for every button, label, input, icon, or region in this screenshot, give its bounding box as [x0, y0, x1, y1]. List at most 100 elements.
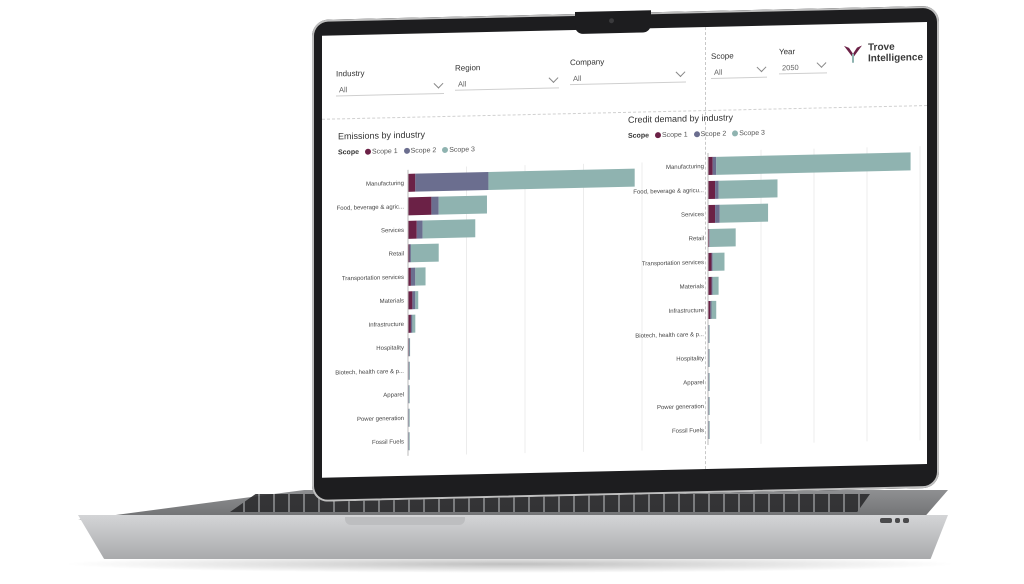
bar-scope3[interactable]: [719, 203, 769, 223]
bar-scope2[interactable]: [715, 180, 719, 199]
bar-scope2[interactable]: [410, 267, 416, 286]
bar-scope3[interactable]: [709, 372, 710, 391]
bar-scope3[interactable]: [716, 152, 911, 175]
bar-scope2[interactable]: [408, 338, 410, 357]
legend-scope1[interactable]: Scope 1: [371, 148, 398, 156]
bar-scope3[interactable]: [438, 195, 487, 215]
bar-scope3[interactable]: [711, 300, 717, 319]
bar-scope1[interactable]: [408, 291, 413, 310]
scope3-swatch: [732, 130, 739, 137]
bar-scope2[interactable]: [412, 291, 416, 310]
bar-scope1[interactable]: [408, 314, 411, 333]
laptop-lid-notch: [345, 517, 465, 525]
scope2-swatch: [403, 147, 410, 155]
laptop-ports: [880, 510, 930, 523]
bar-scope3[interactable]: [709, 324, 710, 343]
bar-scope2[interactable]: [408, 361, 410, 380]
bar-scope3[interactable]: [412, 314, 416, 333]
bar-scope3[interactable]: [712, 252, 725, 271]
bar-scope1[interactable]: [408, 267, 411, 286]
bar-scope2[interactable]: [708, 372, 710, 391]
bar-scope1[interactable]: [408, 220, 417, 239]
bar-scope3[interactable]: [409, 408, 410, 427]
year-value: 2050: [782, 62, 799, 73]
legend-title: Scope: [628, 132, 650, 140]
bar-scope3[interactable]: [488, 168, 635, 190]
bar-scope3[interactable]: [709, 348, 710, 367]
bar-scope2[interactable]: [708, 348, 710, 367]
scope-filter-label: Scope: [711, 51, 734, 61]
credit-chart-title: Credit demand by industry: [628, 112, 734, 125]
bar-scope2[interactable]: [409, 244, 411, 263]
bar-scope3[interactable]: [422, 219, 476, 239]
legend-scope3[interactable]: Scope 3: [739, 129, 765, 138]
bar-scope1[interactable]: [708, 204, 716, 224]
bar-scope1[interactable]: [708, 300, 711, 320]
bar-scope2[interactable]: [416, 220, 423, 239]
bar-scope2[interactable]: [708, 324, 710, 343]
bar-scope3[interactable]: [409, 385, 410, 404]
chevron-down-icon: [816, 57, 827, 68]
legend-title: Scope: [338, 148, 360, 157]
bar-scope2[interactable]: [408, 385, 410, 404]
bar-scope1[interactable]: [708, 180, 716, 200]
category-label: Biotech, health care & p...: [635, 332, 704, 340]
bar-scope2[interactable]: [708, 396, 710, 415]
year-dropdown[interactable]: 2050: [779, 57, 827, 75]
bar-scope3[interactable]: [415, 291, 419, 310]
bar-scope3[interactable]: [709, 396, 710, 415]
dashboard-screen: Industry All Region All Company All Scop…: [322, 22, 927, 478]
bar-scope1[interactable]: [708, 276, 712, 296]
category-label: Hospitality: [676, 356, 704, 363]
category-label: Retail: [389, 251, 404, 257]
year-filter-label: Year: [779, 47, 796, 57]
legend-scope2[interactable]: Scope 2: [700, 130, 727, 139]
bar-scope2[interactable]: [410, 314, 413, 333]
scope3-swatch: [442, 147, 449, 154]
bar-scope2[interactable]: [711, 252, 713, 271]
category-label: Fossil Fuels: [672, 428, 704, 435]
bar-scope3[interactable]: [712, 276, 719, 295]
scope1-swatch: [654, 132, 661, 139]
bar-scope3[interactable]: [409, 361, 410, 380]
bar-scope1[interactable]: [708, 156, 713, 176]
bar-scope3[interactable]: [409, 432, 410, 451]
region-dropdown[interactable]: All: [455, 73, 559, 91]
bar-scope1[interactable]: [708, 252, 712, 272]
bar-scope3[interactable]: [709, 420, 710, 439]
category-label: Fossil Fuels: [372, 439, 404, 446]
category-label: Transportation services: [342, 275, 404, 282]
scope-dropdown[interactable]: All: [711, 62, 767, 79]
legend-scope1[interactable]: Scope 1: [661, 131, 688, 140]
bar-scope2[interactable]: [408, 408, 410, 427]
credit-legend: Scope Scope 1 Scope 2 Scope 3: [628, 130, 765, 140]
bar-scope1[interactable]: [408, 173, 416, 192]
bar-scope3[interactable]: [409, 338, 411, 357]
bar-scope3[interactable]: [410, 243, 439, 263]
bar-scope2[interactable]: [710, 300, 712, 319]
bar-scope2[interactable]: [715, 204, 720, 223]
company-filter-label: Company: [570, 57, 605, 68]
bar-scope2[interactable]: [709, 228, 710, 247]
company-dropdown[interactable]: All: [570, 67, 686, 86]
laptop-base: [78, 515, 948, 559]
category-label: Infrastructure: [369, 322, 405, 329]
bar-scope3[interactable]: [415, 267, 426, 286]
bar-scope3[interactable]: [718, 179, 778, 199]
category-label: Hospitality: [376, 345, 404, 352]
bar-scope2[interactable]: [708, 420, 710, 439]
bar-scope2[interactable]: [431, 196, 439, 215]
legend-scope3[interactable]: Scope 3: [449, 146, 475, 154]
trove-mark-icon: [844, 45, 862, 63]
bar-scope1[interactable]: [408, 196, 432, 216]
bar-scope2[interactable]: [408, 432, 410, 451]
bar-scope2[interactable]: [415, 171, 489, 192]
industry-dropdown[interactable]: All: [336, 78, 444, 97]
category-label: Materials: [380, 298, 404, 305]
bar-scope2[interactable]: [712, 156, 717, 175]
category-label: Manufacturing: [366, 181, 404, 188]
category-label: Services: [681, 212, 704, 219]
legend-scope2[interactable]: Scope 2: [410, 147, 437, 155]
bar-scope3[interactable]: [709, 228, 736, 247]
bar-scope2[interactable]: [711, 276, 713, 295]
